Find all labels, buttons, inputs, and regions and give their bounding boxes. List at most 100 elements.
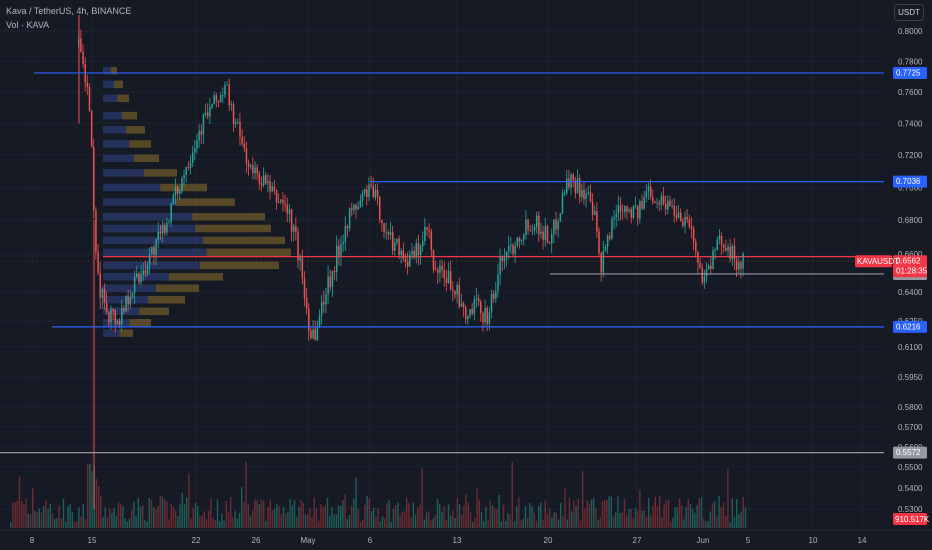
candle-body [148,253,151,266]
volume-bar [18,476,21,528]
volume-bar [95,479,98,528]
candle-body [400,250,402,255]
volume-bar [45,499,47,528]
candle-body [574,180,577,193]
volume-bar [375,517,377,528]
volume-bar [109,508,111,528]
volume-indicator-label: Vol · KAVA [6,20,50,30]
candle-body [538,215,540,235]
volume-bar [452,510,454,528]
candle-body [379,196,381,220]
candle-body [131,293,134,297]
candle-body [424,227,426,241]
volume-profile-bar-sell [129,140,151,148]
volume-profile-bar-sell [169,273,223,281]
candle-body [209,107,211,117]
candle-body [518,237,521,242]
volume-bar [529,502,531,528]
candle-body [572,174,574,181]
candle-body [299,257,301,261]
volume-bar [111,512,113,528]
candle-body [583,189,585,200]
volume-bar [522,518,524,528]
candle-body [637,205,639,219]
volume-bar [458,504,461,528]
volume-bar [601,500,604,528]
candle-body [105,302,108,312]
volume-bar [694,512,696,528]
candle-body [473,299,476,315]
volume-bar [298,506,300,528]
volume-bar [725,515,727,528]
candle-body [458,285,461,307]
candle-body [243,143,246,149]
volume-bar [25,498,27,528]
candle-body [735,259,738,270]
volume-bar [175,510,177,528]
volume-bar [549,508,551,528]
volume-bar [709,511,711,528]
volume-bar [274,508,276,528]
volume-bar [293,500,296,528]
y-tick-label: 0.6100 [898,343,923,352]
y-tick-label: 0.5950 [898,373,923,382]
candle-body [342,242,344,245]
candle-body [262,175,265,186]
y-tick-label: 0.6600 [898,250,923,259]
candle-body [738,262,740,270]
time-axis[interactable]: 8 15 22 26 May 6 13 20 27 Jun 5 10 14 [0,529,932,545]
candle-body [181,178,183,192]
volume-bar [73,521,76,528]
candle-body [508,245,510,252]
volume-bar [340,505,342,528]
candle-body [680,212,682,222]
volume-bar [291,505,293,528]
volume-bar [670,521,672,528]
candle-body [310,330,312,339]
volume-bar [49,503,51,528]
currency-button[interactable]: USDT [894,4,924,21]
volume-bar [23,504,25,528]
volume-profile-bar-buy [103,236,204,245]
candle-body [426,227,428,230]
candle-body [596,211,598,232]
volume-bar [126,521,128,528]
candle-body [486,307,488,324]
level-price-tag-bg [893,446,927,459]
volume-bar [80,516,82,528]
candle-body [725,247,727,251]
volume-bar [511,461,513,528]
candle-body [99,273,101,298]
candle-body [370,184,372,186]
volume-bar [326,497,329,528]
volume-bar [124,518,126,528]
volume-bar [331,507,333,528]
x-tick-label: 27 [633,536,642,545]
candle-body [510,244,512,246]
candle-body [729,246,731,259]
volume-profile-bar-buy [103,94,118,103]
candle-body [705,269,708,278]
volume-bar [478,499,480,528]
level-price-tag-text: 0.5572 [896,448,921,457]
volume-bar [456,498,458,528]
volume-bar [716,516,718,528]
horizontal-levels[interactable] [0,72,884,454]
volume-profile-bar-buy [103,126,127,134]
volume-bar [524,506,527,528]
volume-bar [698,498,700,528]
candle-body [568,178,570,188]
candle-body [112,309,114,311]
candle-body [598,231,600,253]
candle-body [361,193,364,201]
volume-profile-bar-sell [117,94,129,103]
candle-body [417,243,420,256]
volume-bar [214,520,216,528]
volume-bar [16,500,18,528]
volume-bar [304,514,307,528]
candle-body [632,206,635,218]
candle-body [308,308,310,331]
volume-bar [507,513,509,528]
candle-body [351,208,353,211]
